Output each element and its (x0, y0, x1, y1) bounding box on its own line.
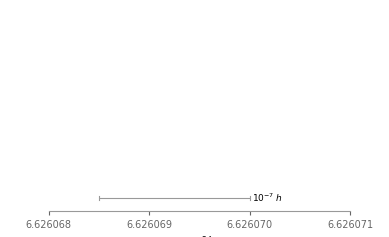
Text: $10^{-7}$ $h$: $10^{-7}$ $h$ (252, 192, 283, 204)
X-axis label: $h$ (10$^{-34}$ J s): $h$ (10$^{-34}$ J s) (166, 234, 233, 237)
